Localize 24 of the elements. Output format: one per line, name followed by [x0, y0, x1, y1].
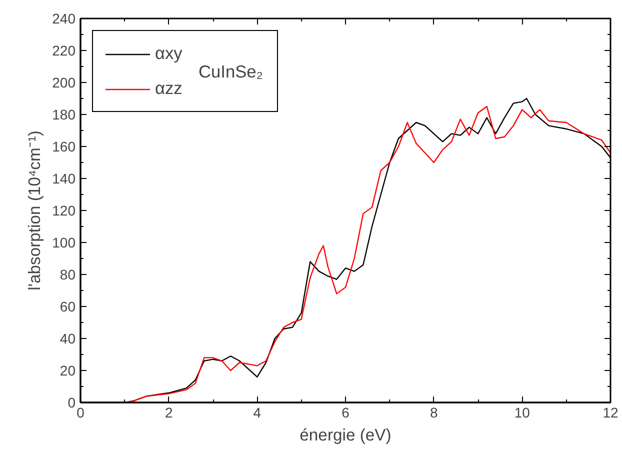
x-tick-label: 4: [253, 404, 262, 420]
x-tick-label: 12: [602, 404, 618, 420]
x-tick-label: 6: [342, 404, 350, 420]
y-tick-label: 200: [52, 74, 76, 90]
y-tick-label: 80: [60, 266, 76, 282]
y-tick-label: 160: [52, 138, 76, 154]
x-tick-label: 10: [514, 404, 530, 420]
x-tick-label: 8: [430, 404, 438, 420]
x-axis-title: énergie (eV): [300, 426, 392, 444]
y-tick-label: 0: [68, 394, 76, 410]
legend-label: αxy: [155, 43, 182, 63]
y-tick-label: 140: [52, 170, 76, 186]
x-tick-label: 2: [164, 404, 173, 420]
y-tick-label: 40: [60, 330, 76, 346]
y-tick-label: 60: [60, 298, 76, 314]
y-axis-title: l'absorption (10⁴cm⁻¹): [25, 130, 44, 290]
y-tick-label: 240: [52, 10, 76, 26]
y-tick-label: 220: [52, 42, 76, 58]
legend-label: αzz: [155, 78, 182, 98]
y-tick-label: 180: [52, 106, 76, 122]
y-tick-label: 100: [52, 234, 76, 250]
y-tick-label: 20: [60, 362, 76, 378]
annotation: CuInSe₂: [198, 62, 264, 82]
y-tick-label: 120: [52, 202, 76, 218]
